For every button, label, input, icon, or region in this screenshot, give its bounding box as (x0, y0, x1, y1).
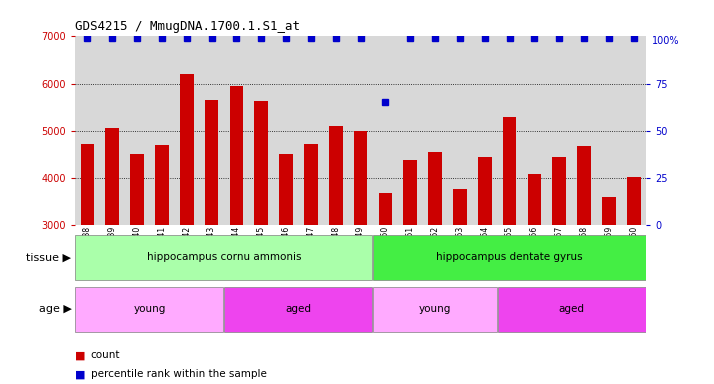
Bar (279, 154, 293, 366)
Bar (155, 145, 169, 366)
Bar (553, 157, 566, 366)
Bar (627, 177, 640, 366)
Text: hippocampus cornu ammonis: hippocampus cornu ammonis (147, 252, 301, 262)
Text: percentile rank within the sample: percentile rank within the sample (91, 369, 266, 379)
Text: ■: ■ (75, 369, 89, 379)
Text: 100%: 100% (652, 36, 680, 46)
Bar (503, 118, 516, 366)
Bar (428, 152, 442, 366)
Text: tissue ▶: tissue ▶ (26, 252, 71, 262)
Bar (304, 144, 318, 366)
Bar (81, 144, 94, 366)
Bar (378, 193, 392, 366)
Text: aged: aged (558, 304, 585, 314)
Text: young: young (419, 304, 451, 314)
Bar (577, 146, 591, 366)
Text: GDS4215 / MmugDNA.1700.1.S1_at: GDS4215 / MmugDNA.1700.1.S1_at (75, 20, 300, 33)
Text: count: count (91, 350, 120, 360)
Bar (498, 286, 645, 331)
Bar (528, 174, 541, 366)
Bar (205, 100, 218, 366)
Bar (254, 101, 268, 366)
Text: young: young (134, 304, 166, 314)
Bar (373, 235, 645, 280)
Bar (353, 131, 368, 366)
Bar (106, 128, 119, 366)
Text: ■: ■ (75, 350, 89, 360)
Bar (76, 235, 373, 280)
Text: age ▶: age ▶ (39, 304, 71, 314)
Bar (373, 286, 497, 331)
Text: aged: aged (286, 304, 311, 314)
Bar (453, 189, 467, 366)
Bar (180, 74, 193, 366)
Bar (130, 154, 144, 366)
Bar (478, 157, 491, 366)
Bar (403, 160, 417, 366)
Bar (602, 197, 615, 366)
Bar (230, 86, 243, 366)
Bar (76, 286, 223, 331)
Bar (224, 286, 373, 331)
Text: hippocampus dentate gyrus: hippocampus dentate gyrus (436, 252, 583, 262)
Bar (329, 126, 343, 366)
